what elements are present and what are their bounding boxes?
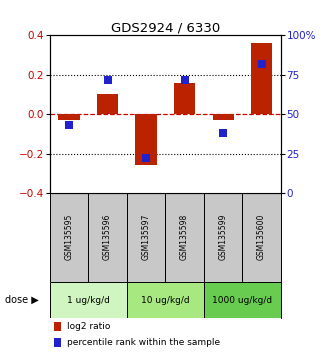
Bar: [165, 193, 204, 281]
Text: 1 ug/kg/d: 1 ug/kg/d: [67, 296, 110, 304]
Bar: [251, 43, 272, 114]
Title: GDS2924 / 6330: GDS2924 / 6330: [111, 21, 220, 34]
Text: GSM135599: GSM135599: [219, 214, 228, 261]
Text: GSM135598: GSM135598: [180, 214, 189, 260]
Text: GSM135596: GSM135596: [103, 214, 112, 261]
Text: 10 ug/kg/d: 10 ug/kg/d: [141, 296, 190, 304]
Bar: [58, 114, 80, 120]
Point: [182, 77, 187, 82]
Bar: [54, 322, 61, 331]
Text: dose ▶: dose ▶: [5, 295, 39, 305]
Bar: [54, 338, 61, 347]
Point: [105, 77, 110, 82]
Text: GSM135600: GSM135600: [257, 214, 266, 261]
Bar: [50, 281, 127, 319]
Bar: [50, 193, 88, 281]
Text: GSM135597: GSM135597: [142, 214, 151, 261]
Text: GSM135595: GSM135595: [65, 214, 74, 261]
Point: [221, 130, 226, 136]
Bar: [213, 114, 234, 120]
Point: [259, 61, 264, 67]
Text: percentile rank within the sample: percentile rank within the sample: [67, 338, 220, 347]
Point: [143, 155, 149, 161]
Bar: [204, 281, 281, 319]
Text: log2 ratio: log2 ratio: [67, 322, 110, 331]
Bar: [127, 193, 165, 281]
Bar: [204, 193, 242, 281]
Bar: [97, 95, 118, 114]
Point: [66, 122, 72, 128]
Text: 1000 ug/kg/d: 1000 ug/kg/d: [212, 296, 273, 304]
Bar: [88, 193, 127, 281]
Bar: [242, 193, 281, 281]
Bar: [174, 82, 195, 114]
Bar: [135, 114, 157, 165]
Bar: [127, 281, 204, 319]
